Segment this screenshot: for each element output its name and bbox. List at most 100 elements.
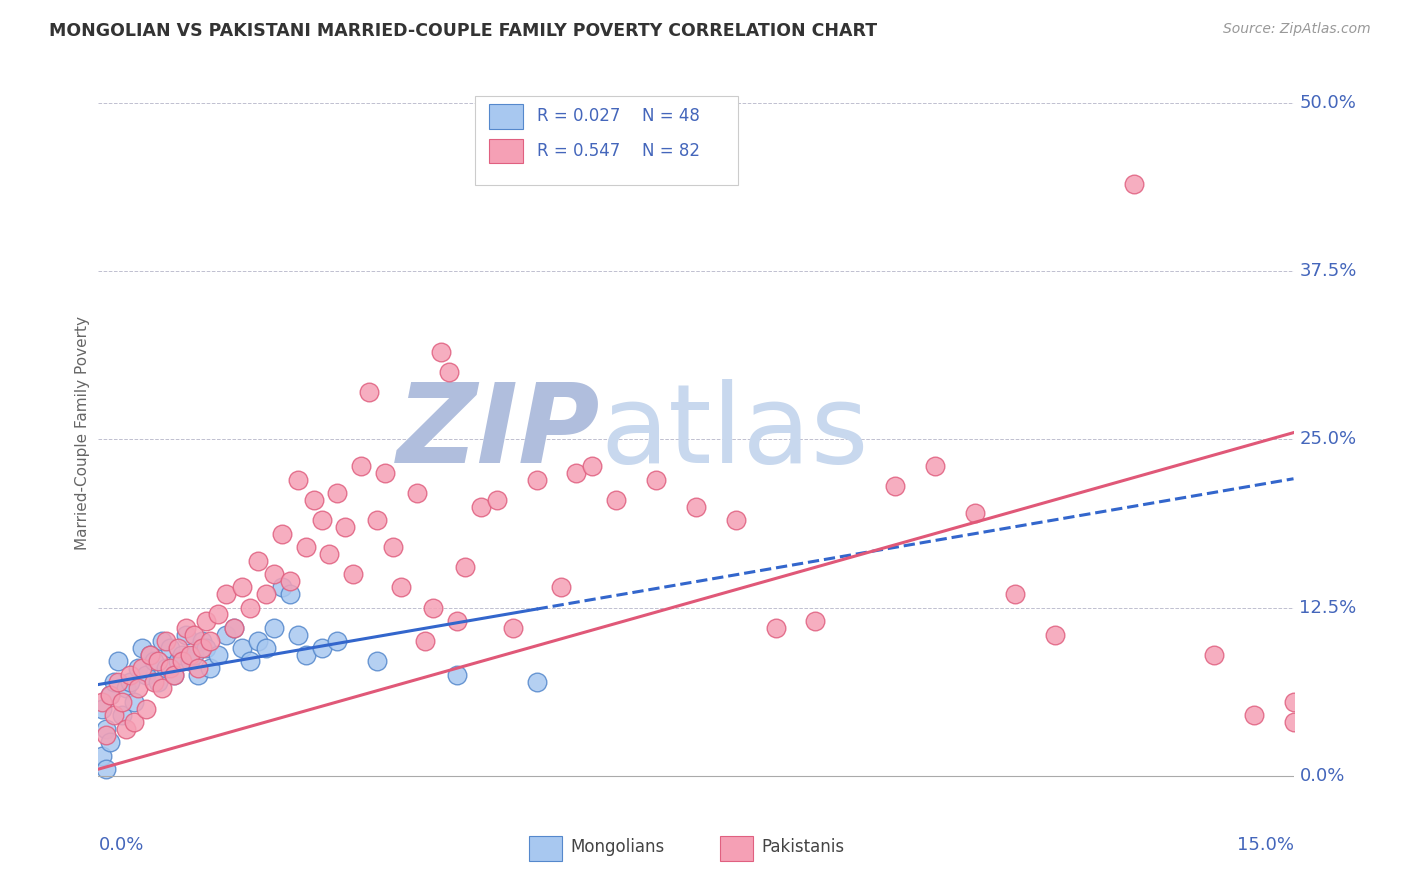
Point <box>179 655 201 669</box>
Point <box>278 574 301 588</box>
Point <box>98 735 122 749</box>
Point <box>172 648 194 662</box>
Point <box>91 701 114 715</box>
Point <box>239 655 262 669</box>
Point <box>1202 648 1225 662</box>
Point <box>127 681 149 696</box>
Point <box>550 581 572 595</box>
Point <box>120 668 142 682</box>
Point <box>645 473 668 487</box>
Point <box>311 640 333 655</box>
Point <box>924 459 946 474</box>
Point <box>98 688 122 702</box>
Point <box>187 668 209 682</box>
Point <box>215 587 238 601</box>
Point <box>174 627 197 641</box>
Point <box>143 655 166 669</box>
FancyBboxPatch shape <box>475 95 738 185</box>
Bar <box>720 836 754 861</box>
Bar <box>529 836 562 861</box>
Point <box>139 648 162 662</box>
Point <box>183 627 205 641</box>
Point <box>326 486 349 500</box>
Point <box>107 674 129 689</box>
Point <box>150 634 173 648</box>
Point <box>246 634 269 648</box>
Text: 37.5%: 37.5% <box>1299 262 1357 280</box>
Point <box>454 560 477 574</box>
Point <box>437 365 460 379</box>
Point <box>294 648 316 662</box>
Text: atlas: atlas <box>600 379 869 486</box>
Point <box>191 634 214 648</box>
Point <box>135 701 157 715</box>
Point <box>485 492 508 507</box>
Point <box>135 668 157 682</box>
Point <box>526 473 548 487</box>
Point <box>207 648 229 662</box>
Point <box>222 621 245 635</box>
Point <box>198 661 221 675</box>
Point <box>159 661 181 675</box>
Point <box>413 634 436 648</box>
Point <box>103 674 125 689</box>
Point <box>91 695 114 709</box>
Point <box>174 621 197 635</box>
Point <box>96 762 118 776</box>
Point <box>195 614 218 628</box>
Text: ZIP: ZIP <box>396 379 600 486</box>
Point <box>155 634 177 648</box>
Point <box>359 385 381 400</box>
Point <box>446 668 468 682</box>
Point <box>382 540 405 554</box>
Point <box>159 640 181 655</box>
Point <box>148 655 170 669</box>
Point <box>294 540 316 554</box>
Point <box>120 674 142 689</box>
Point <box>685 500 707 514</box>
Point <box>581 459 603 474</box>
Point <box>254 587 277 601</box>
Point <box>1282 695 1305 709</box>
Point <box>1243 708 1265 723</box>
Point <box>131 640 153 655</box>
Point <box>263 566 285 581</box>
Point <box>335 520 357 534</box>
Point <box>195 640 218 655</box>
Text: N = 48: N = 48 <box>643 108 700 126</box>
Point <box>172 655 194 669</box>
Point <box>187 661 209 675</box>
Point <box>103 708 125 723</box>
Point <box>239 600 262 615</box>
Point <box>96 722 118 736</box>
Point <box>179 648 201 662</box>
Point <box>430 344 453 359</box>
Text: 0.0%: 0.0% <box>1299 767 1346 785</box>
Point <box>98 688 122 702</box>
Point <box>115 681 138 696</box>
Point <box>263 621 285 635</box>
Point <box>246 553 269 567</box>
Point <box>526 674 548 689</box>
Point <box>963 507 986 521</box>
Point <box>724 513 747 527</box>
Point <box>139 648 162 662</box>
Point <box>318 547 340 561</box>
Text: 25.0%: 25.0% <box>1299 430 1357 449</box>
Point <box>124 695 146 709</box>
Point <box>163 668 186 682</box>
Point <box>107 655 129 669</box>
Text: 12.5%: 12.5% <box>1299 599 1357 616</box>
Text: R = 0.547: R = 0.547 <box>537 143 620 161</box>
Point <box>148 674 170 689</box>
Point <box>1282 714 1305 729</box>
Text: Pakistanis: Pakistanis <box>762 838 845 856</box>
Point <box>765 621 787 635</box>
Point <box>127 661 149 675</box>
Point <box>302 492 325 507</box>
Point <box>1004 587 1026 601</box>
Point <box>191 640 214 655</box>
Point <box>502 621 524 635</box>
Point <box>231 581 253 595</box>
Point <box>422 600 444 615</box>
